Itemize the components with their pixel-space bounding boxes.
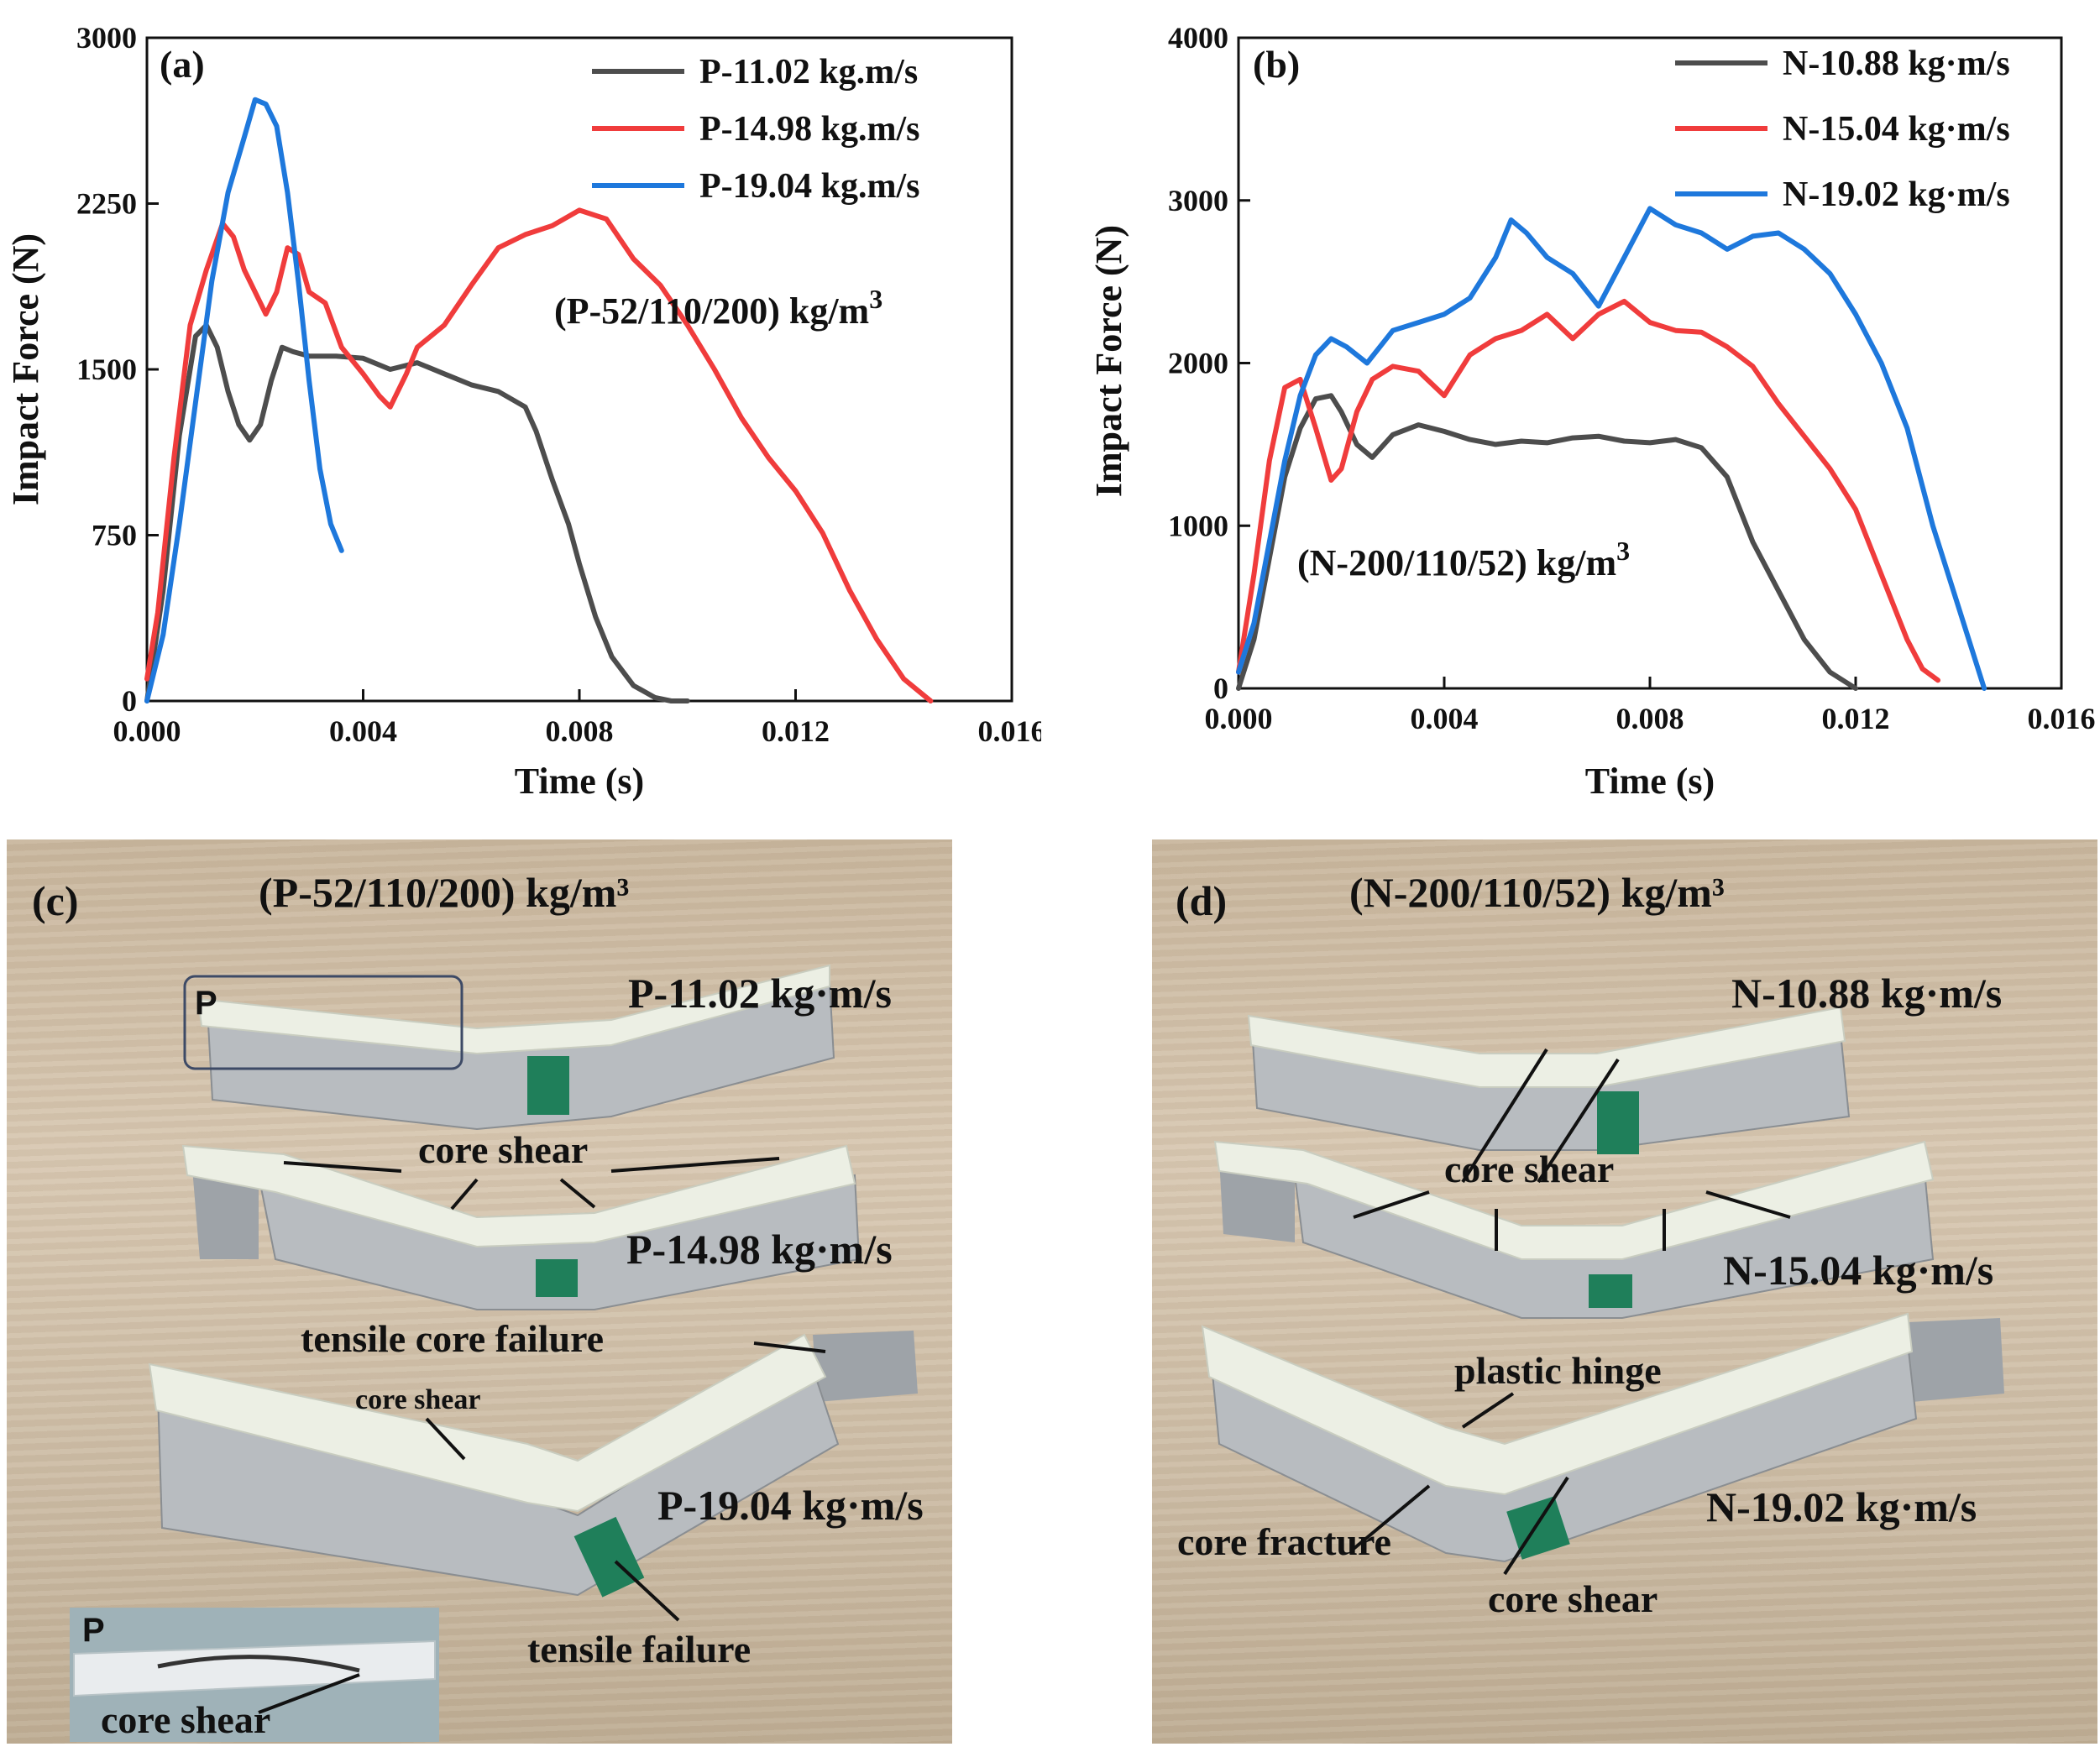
b-xtick-label: 0.008: [1616, 702, 1684, 735]
chart-b-ticks: 0.000 0.004 0.008 0.012 0.016 0 1000 2000 3000 40…: [1168, 21, 2096, 735]
photo-c: P P core shear: [7, 839, 952, 1744]
a-legend-label-2: P-14.98 kg.m/s: [699, 110, 920, 149]
photo-d-core-fracture: core fracture: [1177, 1520, 1391, 1563]
chart-a-panel-label: (a): [160, 43, 205, 86]
a-legend-label-3: P-19.04 kg.m/s: [699, 167, 920, 206]
photo-d: (d) (N-200/110/52) kg/m³ N-10.88 kg·m/s …: [1152, 839, 2097, 1744]
chart-a-annotation: (P-52/110/200) kg/m3: [554, 284, 882, 332]
a-ytick-label: 1500: [76, 353, 137, 386]
photo-d-plastic-hinge: plastic hinge: [1454, 1349, 1662, 1392]
chart-a-legend: P-11.02 kg.m/s P-14.98 kg.m/s P-19.04 kg.m…: [592, 53, 920, 206]
chart-b-legend: N-10.88 kg·m/s N-15.04 kg·m/s N-19.02 kg·m…: [1675, 44, 2010, 214]
chart-a-ylabel: Impact Force (N): [5, 233, 46, 505]
photo-c-specimen-1: P-11.02 kg·m/s: [628, 970, 892, 1017]
inset-core-shear-label: core shear: [101, 1698, 270, 1741]
a-xtick-label: 0.000: [113, 714, 181, 748]
a-series-3-line: [144, 97, 344, 703]
specimen-n-19: [1201, 1312, 2004, 1563]
p-highlight-box: [183, 975, 463, 1070]
a-xtick-label: 0.012: [762, 714, 830, 748]
photo-c-arrows: [283, 1157, 826, 1622]
chart-a-ticks: 0.000 0.004 0.008 0.012 0.016 0 750 1500 2250 300…: [76, 21, 1041, 748]
b-legend-label-3: N-19.02 kg·m/s: [1783, 175, 2010, 214]
b-ytick-label: 2000: [1168, 347, 1228, 380]
photo-c-core-shear-2: core shear: [355, 1384, 480, 1415]
photo-c-tensile-core-failure: tensile core failure: [301, 1317, 604, 1360]
specimen-p-11: P: [183, 964, 835, 1131]
photo-c-panel-label: (c): [32, 877, 79, 924]
specimen-n-10: [1247, 1006, 1851, 1154]
photo-d-panel-label: (d): [1176, 877, 1227, 924]
photo-d-core-shear: core shear: [1444, 1148, 1614, 1190]
photo-c-specimen-2: P-14.98 kg·m/s: [626, 1226, 893, 1273]
photo-c-title: (P-52/110/200) kg/m³: [259, 869, 629, 916]
b-xtick-label: 0.016: [2028, 702, 2096, 735]
a-legend-label-1: P-11.02 kg.m/s: [699, 53, 918, 92]
b-series-2-line: [1236, 298, 1940, 683]
specimen-p-14: [181, 1144, 861, 1310]
photo-d-title: (N-200/110/52) kg/m³: [1349, 869, 1725, 916]
a-ytick-label: 0: [122, 684, 137, 718]
photo-d-specimen-2: N-15.04 kg·m/s: [1723, 1247, 1993, 1294]
a-ytick-label: 2250: [76, 187, 137, 221]
photo-c-illustration: P P core shear: [32, 869, 924, 1742]
a-xtick-label: 0.016: [978, 714, 1042, 748]
chart-a-xlabel: Time (s): [515, 761, 644, 802]
photo-d-core-shear-2: core shear: [1488, 1577, 1657, 1620]
b-legend-label-2: N-15.04 kg·m/s: [1783, 110, 2010, 149]
photo-c-core-shear-1: core shear: [418, 1128, 588, 1171]
specimen-p-19: [148, 1331, 918, 1598]
photo-d-specimen-1: N-10.88 kg·m/s: [1731, 970, 2002, 1017]
a-series-2-line: [144, 207, 934, 703]
b-xtick-label: 0.012: [1822, 702, 1890, 735]
chart-b-ylabel: Impact Force (N): [1088, 225, 1129, 497]
a-ytick-label: 3000: [76, 21, 137, 55]
chart-b-xlabel: Time (s): [1585, 761, 1715, 802]
photo-c-specimen-3: P-19.04 kg·m/s: [657, 1482, 924, 1529]
b-legend-label-1: N-10.88 kg·m/s: [1783, 44, 2010, 83]
a-ytick-label: 750: [92, 519, 137, 552]
chart-b-series: [1236, 206, 1987, 691]
photo-d-specimen-3: N-19.02 kg·m/s: [1706, 1483, 1977, 1530]
b-xtick-label: 0.000: [1205, 702, 1273, 735]
photo-c-tensile-failure: tensile failure: [527, 1628, 751, 1671]
b-ytick-label: 3000: [1168, 184, 1228, 217]
b-series-3-line: [1236, 206, 1987, 691]
a-xtick-label: 0.004: [329, 714, 397, 748]
b-ytick-label: 4000: [1168, 21, 1228, 55]
inset-photo: P core shear: [70, 1608, 439, 1742]
p-box-label: P: [195, 985, 217, 1022]
inset-p-label: P: [82, 1612, 105, 1649]
photo-d-illustration: (d) (N-200/110/52) kg/m³ N-10.88 kg·m/s …: [1176, 869, 2004, 1620]
b-ytick-label: 0: [1213, 672, 1228, 705]
a-xtick-label: 0.008: [546, 714, 614, 748]
b-xtick-label: 0.004: [1411, 702, 1479, 735]
chart-b-annotation: (N-200/110/52) kg/m3: [1297, 536, 1630, 583]
specimen-n-15: [1213, 1140, 1935, 1319]
a-series-1-line: [144, 322, 690, 703]
chart-b-panel-label: (b): [1253, 43, 1300, 86]
b-ytick-label: 1000: [1168, 509, 1228, 542]
chart-a: 0.000 0.004 0.008 0.012 0.016 0 750 1500 2250 300…: [5, 21, 1041, 802]
chart-a-series: [144, 97, 934, 703]
chart-b: 0.000 0.004 0.008 0.012 0.016 0 1000 2000 3000 40…: [1088, 21, 2096, 802]
photo-d-arrows: [1352, 1048, 1791, 1576]
